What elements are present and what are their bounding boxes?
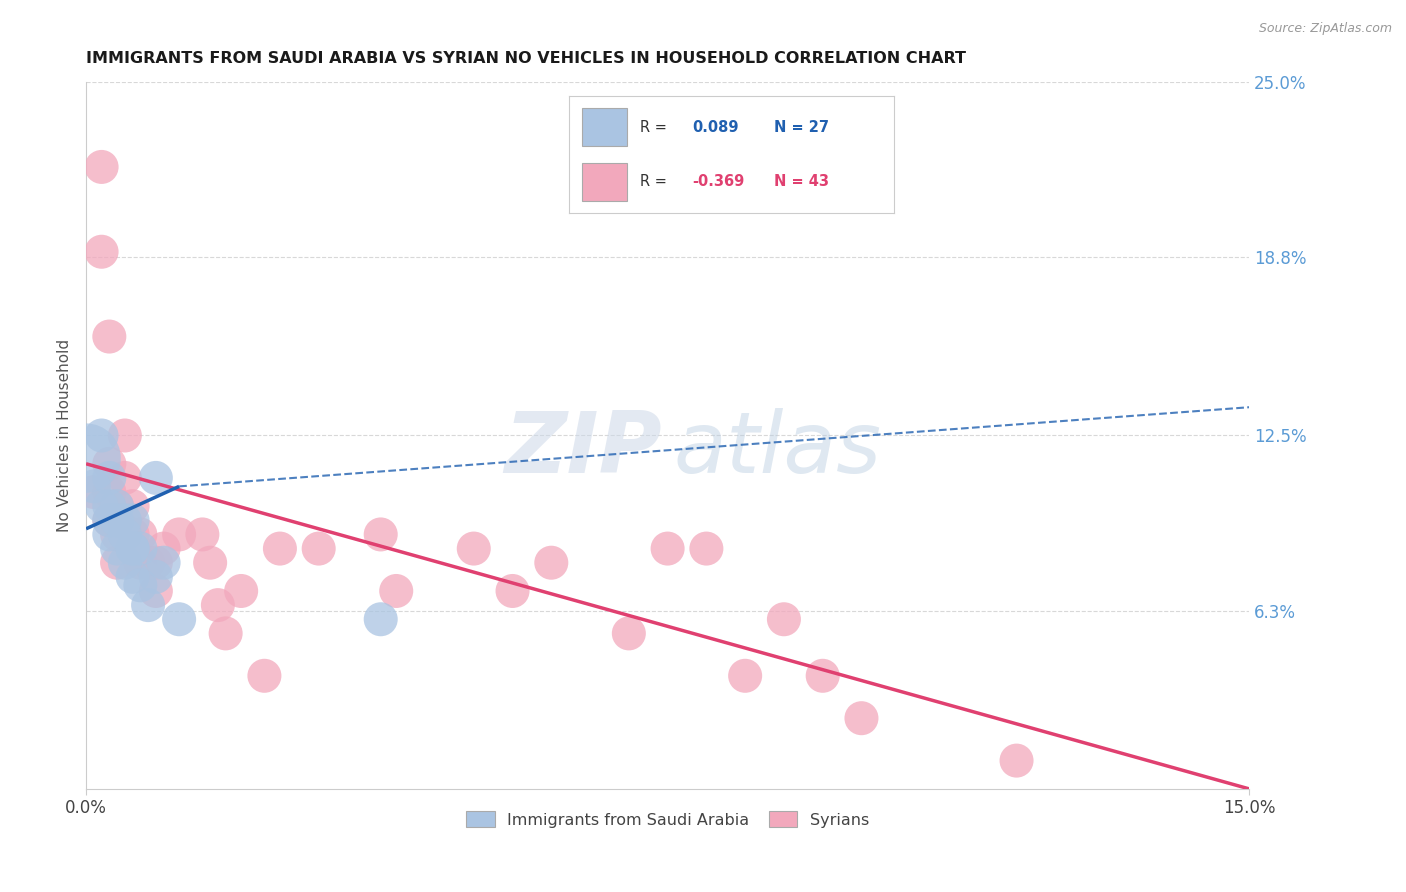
Point	[98, 457, 121, 471]
Point	[105, 499, 128, 513]
Point	[129, 541, 152, 556]
Point	[145, 570, 167, 584]
Point	[129, 527, 152, 541]
Point	[105, 527, 128, 541]
Point	[98, 499, 121, 513]
Point	[121, 570, 143, 584]
Point	[98, 513, 121, 527]
Point	[463, 541, 485, 556]
Legend: Immigrants from Saudi Arabia, Syrians: Immigrants from Saudi Arabia, Syrians	[460, 805, 876, 834]
Point	[253, 669, 276, 683]
Point	[129, 578, 152, 592]
Point	[83, 479, 105, 493]
Point	[136, 598, 159, 612]
Point	[152, 556, 174, 570]
Text: IMMIGRANTS FROM SAUDI ARABIA VS SYRIAN NO VEHICLES IN HOUSEHOLD CORRELATION CHAR: IMMIGRANTS FROM SAUDI ARABIA VS SYRIAN N…	[86, 51, 966, 66]
Point	[385, 584, 408, 599]
Point	[370, 527, 392, 541]
Point	[121, 527, 143, 541]
Point	[90, 244, 112, 259]
Point	[734, 669, 756, 683]
Point	[121, 499, 143, 513]
Point	[214, 626, 236, 640]
Point	[191, 527, 214, 541]
Point	[121, 541, 143, 556]
Point	[308, 541, 330, 556]
Point	[370, 612, 392, 626]
Point	[1005, 754, 1028, 768]
Point	[114, 471, 136, 485]
Point	[129, 556, 152, 570]
Point	[811, 669, 834, 683]
Point	[121, 513, 143, 527]
Point	[114, 527, 136, 541]
Point	[207, 598, 229, 612]
Point	[114, 513, 136, 527]
Point	[198, 556, 221, 570]
Point	[145, 584, 167, 599]
Point	[167, 612, 190, 626]
Point	[90, 428, 112, 442]
Point	[502, 584, 524, 599]
Point	[105, 499, 128, 513]
Text: ZIP: ZIP	[505, 409, 662, 491]
Point	[540, 556, 562, 570]
Point	[145, 471, 167, 485]
Point	[98, 329, 121, 343]
Point	[114, 556, 136, 570]
Point	[851, 711, 873, 725]
Point	[136, 556, 159, 570]
Point	[75, 451, 97, 466]
Point	[145, 556, 167, 570]
Point	[657, 541, 679, 556]
Point	[98, 527, 121, 541]
Point	[152, 541, 174, 556]
Point	[773, 612, 796, 626]
Point	[98, 485, 121, 500]
Point	[90, 499, 112, 513]
Point	[90, 160, 112, 174]
Point	[269, 541, 291, 556]
Point	[83, 485, 105, 500]
Y-axis label: No Vehicles in Household: No Vehicles in Household	[58, 339, 72, 532]
Point	[98, 513, 121, 527]
Text: Source: ZipAtlas.com: Source: ZipAtlas.com	[1258, 22, 1392, 36]
Text: atlas: atlas	[673, 409, 882, 491]
Point	[105, 513, 128, 527]
Point	[105, 556, 128, 570]
Point	[114, 527, 136, 541]
Point	[98, 471, 121, 485]
Point	[121, 541, 143, 556]
Point	[105, 541, 128, 556]
Point	[231, 584, 253, 599]
Point	[167, 527, 190, 541]
Point	[114, 428, 136, 442]
Point	[695, 541, 717, 556]
Point	[617, 626, 640, 640]
